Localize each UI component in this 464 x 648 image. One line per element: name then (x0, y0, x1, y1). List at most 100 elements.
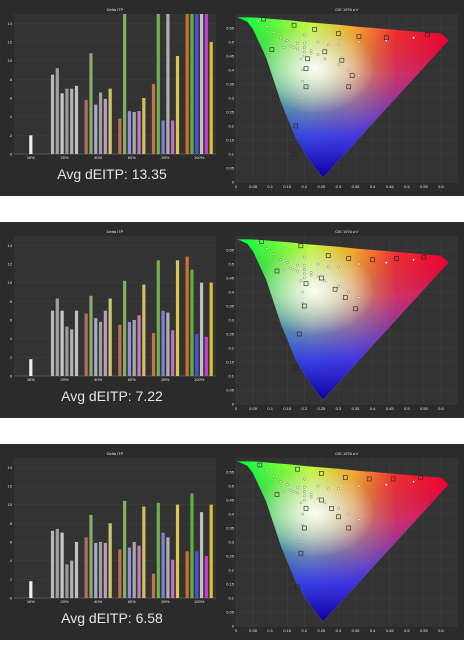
bar (142, 506, 146, 598)
target-point (316, 497, 320, 500)
x-tick-label: 60% (128, 377, 136, 382)
measured-point (303, 506, 309, 511)
x-tick-label: 0.35 (352, 184, 361, 189)
target-point (323, 279, 327, 283)
bar (137, 315, 141, 376)
x-tick-label: 0.1 (267, 184, 273, 189)
y-tick-label: 0.05 (226, 610, 235, 615)
cie-uv-chart-3: 0 0.05 0.1 0.15 0.2 0.25 0.3 0.35 0.4 0.45 0.5 0.55… (226, 451, 458, 633)
target-point (316, 275, 320, 278)
y-tick-label: 0.3 (228, 318, 234, 323)
target-point (337, 43, 340, 47)
bar (171, 559, 175, 598)
chart-title: CIE 1976 u'v' (335, 7, 359, 12)
x-tick-label: 100% (194, 599, 205, 604)
panel-2: Delta ITP 0 2 4 6 8 10 12 14 16% 20% 40% 60% 80% 100% … (0, 222, 464, 418)
x-tick-label: 80% (161, 377, 169, 382)
target-point (272, 30, 275, 34)
bar (103, 542, 107, 598)
y-tick-label: 12 (8, 484, 13, 489)
x-tick-label: 0.6 (438, 406, 444, 411)
x-tick-label: 0.6 (438, 184, 444, 189)
target-point (303, 276, 306, 280)
y-tick-label: 0 (232, 180, 235, 185)
y-tick-label: 0.5 (228, 484, 234, 489)
target-point (385, 483, 388, 486)
y-tick-label: 6 (10, 540, 13, 545)
bar (55, 68, 59, 154)
bar (65, 88, 69, 154)
measured-point (342, 295, 348, 300)
bar (137, 545, 141, 598)
measured-point (353, 306, 358, 312)
target-point (303, 498, 306, 502)
bar (65, 564, 69, 598)
measured-point (303, 66, 309, 71)
bar (50, 74, 55, 154)
target-point (303, 477, 306, 481)
bar (195, 14, 199, 154)
target-point (272, 474, 275, 478)
bar (190, 14, 194, 154)
measured-point (319, 275, 324, 281)
target-point (303, 264, 306, 267)
y-tick-label: 0.1 (228, 374, 234, 379)
measured-point (336, 31, 341, 36)
white-point-glow (237, 461, 449, 622)
bar (156, 14, 160, 154)
y-tick-label: 0.1 (228, 152, 234, 157)
y-tick-label: 0.4 (228, 290, 234, 295)
target-point (272, 252, 275, 256)
bar (137, 111, 141, 154)
target-point (265, 469, 268, 472)
chart-title: Delta ITP (107, 451, 124, 456)
measured-point (295, 584, 300, 590)
measured-point (259, 239, 264, 244)
y-tick-label: 14 (8, 465, 13, 470)
y-tick-label: 10 (8, 502, 13, 507)
target-point (279, 258, 282, 262)
bar (151, 573, 156, 598)
target-point (326, 265, 330, 269)
x-tick-label: 0.45 (386, 406, 395, 411)
target-point (299, 57, 303, 61)
target-point (316, 484, 320, 488)
target-point (292, 46, 296, 49)
x-tick-label: 0.5 (404, 406, 410, 411)
y-tick-label: 0.05 (226, 388, 235, 393)
bar (74, 310, 79, 376)
y-tick-label: 0.45 (226, 54, 235, 59)
avg-deitp-label-3: Avg dEITP: 6.58 (61, 610, 163, 626)
bar (50, 310, 55, 376)
measured-point (370, 257, 375, 263)
target-point (303, 46, 306, 49)
measured-point (298, 550, 304, 556)
measured-point (296, 331, 302, 337)
y-tick-label: 0.15 (226, 360, 235, 365)
target-point (337, 265, 340, 269)
y-tick-label: 0.45 (226, 498, 235, 503)
bar (50, 530, 55, 598)
cie-uv-chart-2: 0 0.05 0.1 0.15 0.2 0.25 0.3 0.35 0.4 0.45 0.5 0.55… (226, 229, 458, 411)
target-point (316, 262, 320, 266)
measured-point (303, 281, 309, 286)
target-point (326, 487, 330, 491)
target-point (299, 96, 303, 100)
target-point (265, 247, 268, 250)
bar (70, 560, 74, 598)
bar (29, 135, 33, 154)
measured-point (325, 253, 331, 258)
x-tick-label: 20% (60, 599, 68, 604)
x-tick-label: 0.15 (283, 406, 292, 411)
bar (132, 542, 136, 598)
target-point (303, 494, 306, 498)
measured-point (291, 151, 297, 157)
target-point (296, 42, 299, 45)
measured-point (424, 32, 430, 38)
plot-area (14, 458, 216, 598)
delta-itp-bar-chart-3: Delta ITP 0 2 4 6 8 10 12 14 16% 20% 40% 60% 80% 100% (8, 451, 216, 604)
bar (103, 310, 107, 376)
x-tick-label: 16% (27, 377, 35, 382)
bar (209, 42, 213, 154)
target-point (316, 53, 320, 56)
